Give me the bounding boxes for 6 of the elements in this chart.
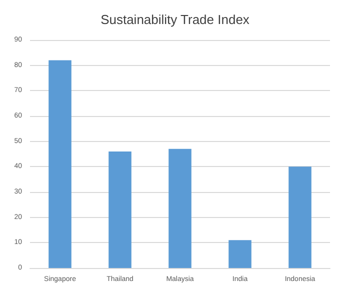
bar <box>108 151 132 268</box>
bar <box>168 148 192 268</box>
bar <box>288 166 312 268</box>
bar <box>48 60 72 268</box>
bar <box>228 240 252 268</box>
chart-title: Sustainability Trade Index <box>100 12 250 27</box>
